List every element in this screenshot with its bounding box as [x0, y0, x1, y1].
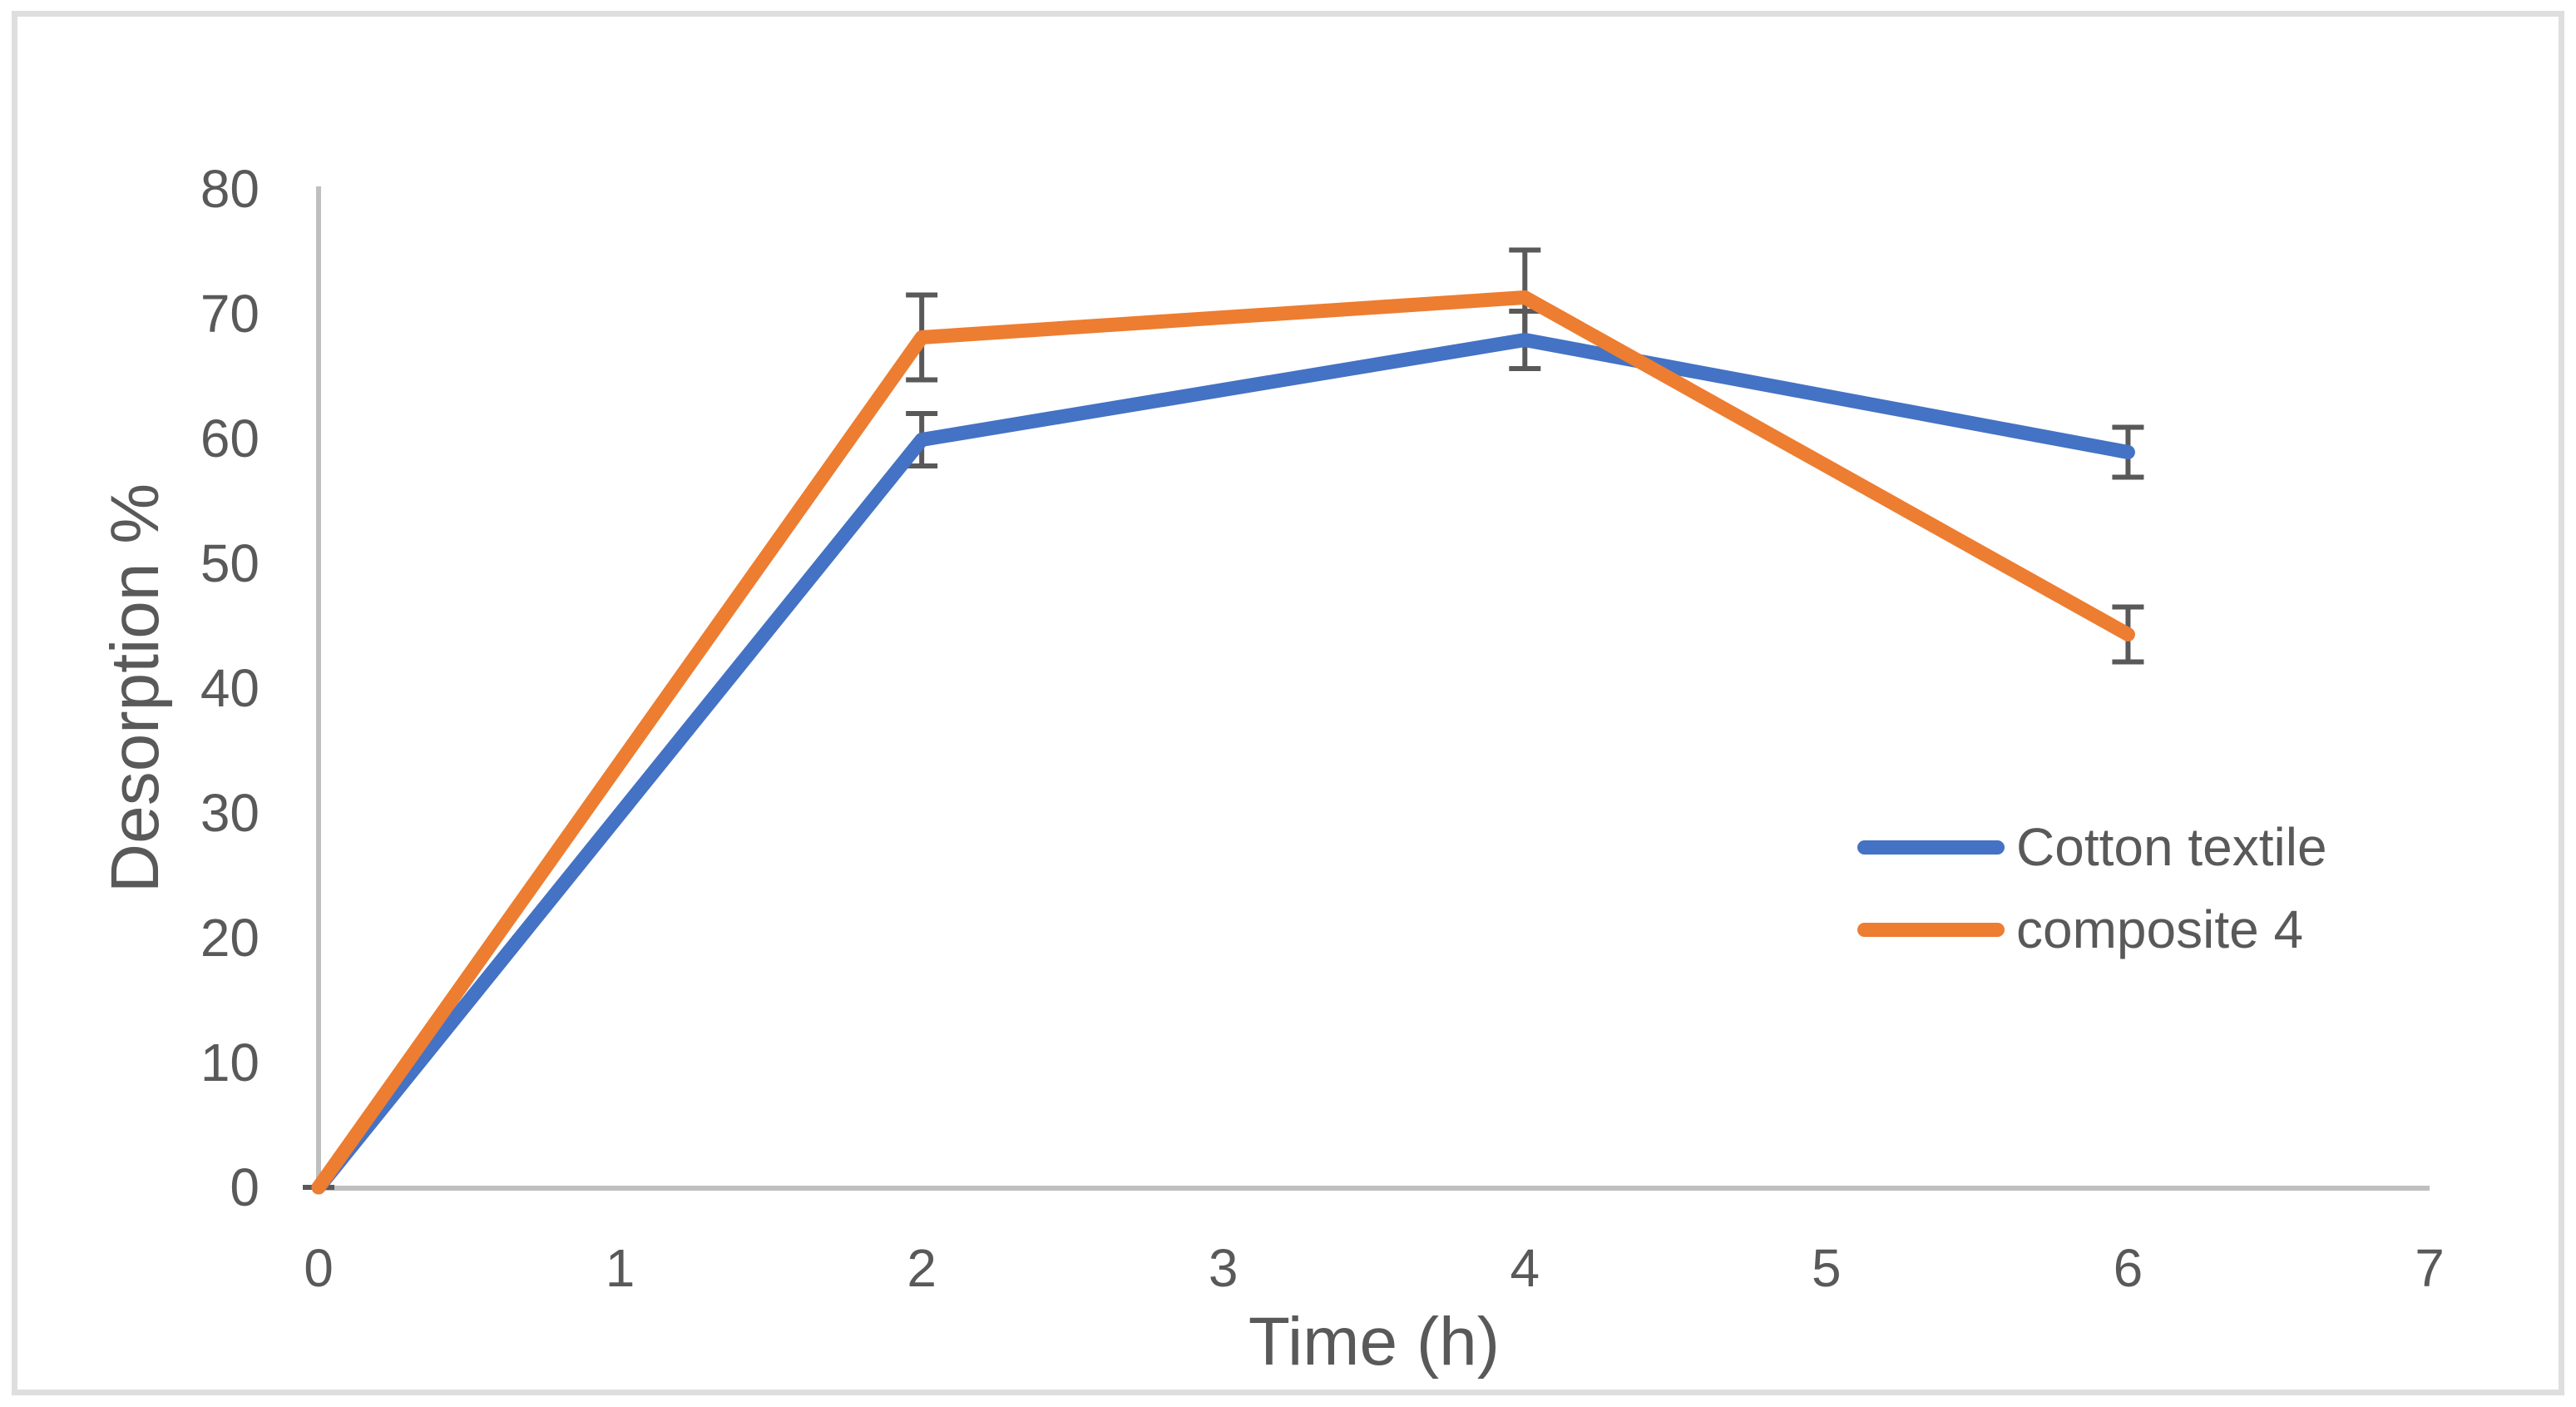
y-tick-label-10: 10	[200, 1033, 260, 1092]
y-tick-label-30: 30	[200, 783, 260, 843]
series-line-composite-4	[311, 290, 2135, 1195]
legend-item-cotton-textile: Cotton textile	[1857, 815, 2327, 879]
y-tick-label-20: 20	[200, 908, 260, 968]
x-tick-label-7: 7	[2415, 1238, 2445, 1298]
y-tick-label-80: 80	[200, 159, 260, 219]
legend-swatch-composite-4	[1857, 922, 2005, 937]
x-tick-label-3: 3	[1209, 1238, 1239, 1298]
y-tick-label-40: 40	[200, 658, 260, 718]
y-tick-label-0: 0	[230, 1157, 260, 1217]
x-tick-label-4: 4	[1510, 1238, 1540, 1298]
legend-label-cotton-textile: Cotton textile	[2016, 817, 2327, 877]
x-axis-title: Time (h)	[1248, 1304, 1501, 1380]
x-tick-label-1: 1	[606, 1238, 635, 1298]
x-tick-label-6: 6	[2114, 1238, 2143, 1298]
series-line-cotton-textile	[311, 333, 2135, 1195]
y-tick-label-70: 70	[200, 284, 260, 344]
legend-label-composite-4: composite 4	[2016, 899, 2304, 959]
x-tick-label-5: 5	[1812, 1238, 1842, 1298]
y-axis-title: Desorption %	[97, 483, 173, 894]
x-tick-label-0: 0	[304, 1238, 334, 1298]
x-tick-label-2: 2	[907, 1238, 937, 1298]
y-tick-label-50: 50	[200, 533, 260, 593]
legend-item-composite-4: composite 4	[1857, 898, 2303, 961]
y-tick-label-60: 60	[200, 409, 260, 468]
legend-swatch-cotton-textile	[1857, 840, 2005, 855]
